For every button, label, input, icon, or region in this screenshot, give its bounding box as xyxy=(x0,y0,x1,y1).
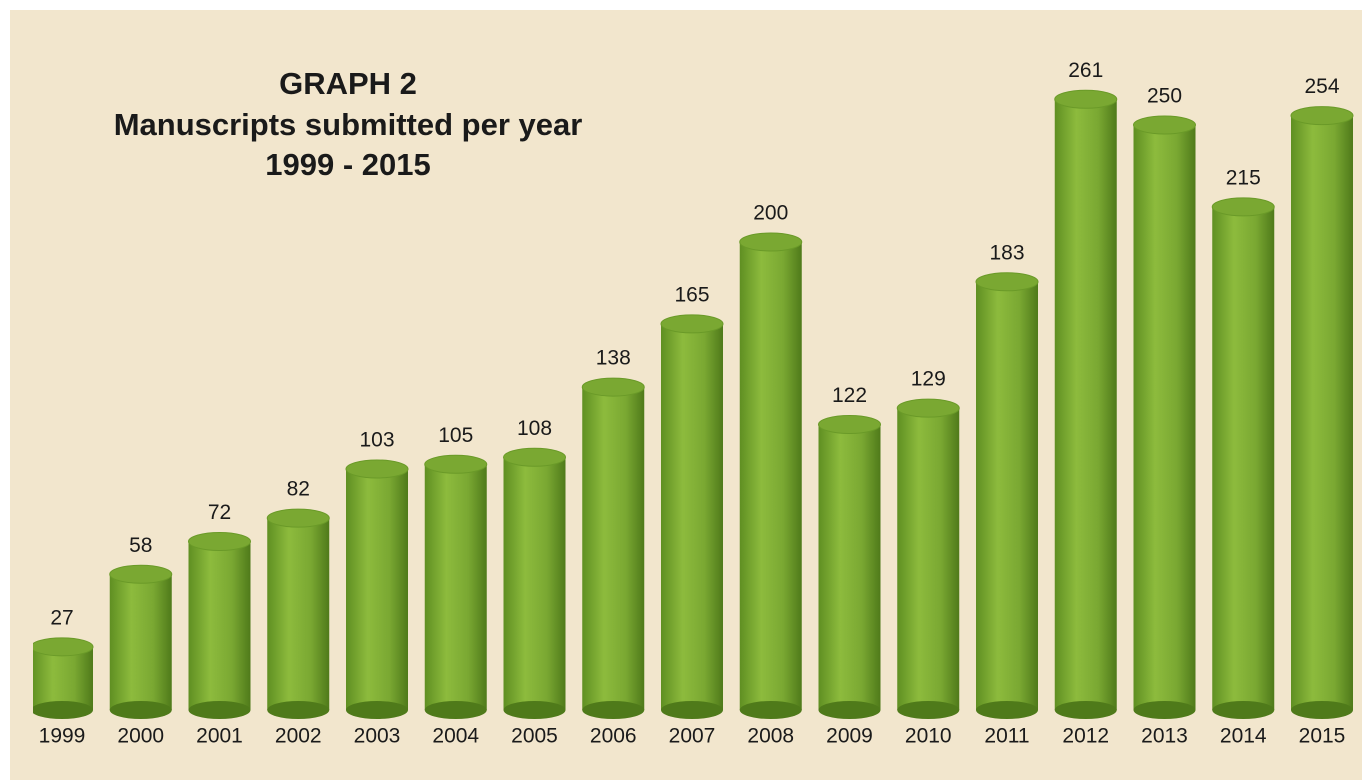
bar xyxy=(897,408,959,710)
value-label: 82 xyxy=(287,478,310,501)
bar xyxy=(504,457,566,710)
value-label: 129 xyxy=(911,368,946,391)
bar-top xyxy=(1134,116,1196,134)
bar xyxy=(110,574,172,710)
bar-base xyxy=(1212,701,1274,719)
bar-top xyxy=(346,460,408,478)
value-label: 105 xyxy=(438,424,473,447)
bar xyxy=(425,464,487,710)
bar-top xyxy=(819,416,881,434)
bar-top xyxy=(661,315,723,333)
bar-base xyxy=(740,701,802,719)
x-tick-label: 2007 xyxy=(669,725,716,748)
value-label: 72 xyxy=(208,501,231,524)
bar xyxy=(976,282,1038,710)
bar-top xyxy=(1291,107,1353,125)
bar-top xyxy=(504,448,566,466)
x-tick-label: 2010 xyxy=(905,725,952,748)
bar-base xyxy=(661,701,723,719)
bar-base xyxy=(110,701,172,719)
bar-top xyxy=(1055,90,1117,108)
x-tick-label: 2003 xyxy=(354,725,401,748)
value-label: 261 xyxy=(1068,59,1103,82)
x-tick-label: 2001 xyxy=(196,725,243,748)
bar-base xyxy=(1291,701,1353,719)
x-tick-label: 2000 xyxy=(117,725,164,748)
bar xyxy=(740,242,802,710)
value-label: 138 xyxy=(596,347,631,370)
bar-base xyxy=(897,701,959,719)
value-label: 254 xyxy=(1304,75,1339,98)
x-tick-label: 2009 xyxy=(826,725,873,748)
bar-base xyxy=(31,701,93,719)
bar xyxy=(1055,99,1117,710)
x-tick-label: 2015 xyxy=(1299,725,1346,748)
value-label: 183 xyxy=(989,241,1024,264)
value-label: 165 xyxy=(674,283,709,306)
bar-top xyxy=(267,509,329,527)
bar xyxy=(582,387,644,710)
x-tick-label: 2012 xyxy=(1062,725,1109,748)
x-tick-label: 2005 xyxy=(511,725,558,748)
chart-title: GRAPH 2 xyxy=(279,66,417,101)
bar-top xyxy=(110,565,172,583)
value-label: 250 xyxy=(1147,85,1182,108)
chart-title: Manuscripts submitted per year xyxy=(114,107,583,142)
value-label: 122 xyxy=(832,384,867,407)
bar xyxy=(346,469,408,710)
bar-top xyxy=(31,638,93,656)
value-label: 27 xyxy=(50,606,73,629)
x-tick-label: 2013 xyxy=(1141,725,1188,748)
bar-top xyxy=(740,233,802,251)
value-label: 103 xyxy=(359,429,394,452)
bar xyxy=(1212,207,1274,710)
bar-top xyxy=(897,399,959,417)
bar-base xyxy=(582,701,644,719)
x-tick-label: 2011 xyxy=(984,725,1029,748)
bar-top xyxy=(976,273,1038,291)
chart: GRAPH 2 Manuscripts submitted per year 1… xyxy=(0,0,1362,780)
x-tick-label: 2008 xyxy=(747,725,794,748)
bar xyxy=(1291,116,1353,710)
bar-base xyxy=(346,701,408,719)
x-tick-label: 2014 xyxy=(1220,725,1267,748)
x-tick-label: 2006 xyxy=(590,725,637,748)
bar-base xyxy=(1134,701,1196,719)
x-tick-label: 1999 xyxy=(39,725,86,748)
bar-base xyxy=(504,701,566,719)
bar xyxy=(267,518,329,710)
value-label: 215 xyxy=(1226,166,1261,189)
value-label: 58 xyxy=(129,534,152,557)
bar xyxy=(189,542,251,710)
bar xyxy=(1134,125,1196,710)
bar-top xyxy=(425,455,487,473)
bar-base xyxy=(976,701,1038,719)
chart-title: 1999 - 2015 xyxy=(265,147,430,182)
value-label: 200 xyxy=(753,202,788,225)
x-tick-label: 2002 xyxy=(275,725,322,748)
bar xyxy=(819,425,881,710)
value-label: 108 xyxy=(517,417,552,440)
bar-base xyxy=(1055,701,1117,719)
x-tick-label: 2004 xyxy=(432,725,479,748)
bar-top xyxy=(189,533,251,551)
bar-top xyxy=(582,378,644,396)
bar-base xyxy=(819,701,881,719)
bar-base xyxy=(425,701,487,719)
bar-base xyxy=(189,701,251,719)
bar-top xyxy=(1212,198,1274,216)
bar xyxy=(661,324,723,710)
bar-base xyxy=(267,701,329,719)
